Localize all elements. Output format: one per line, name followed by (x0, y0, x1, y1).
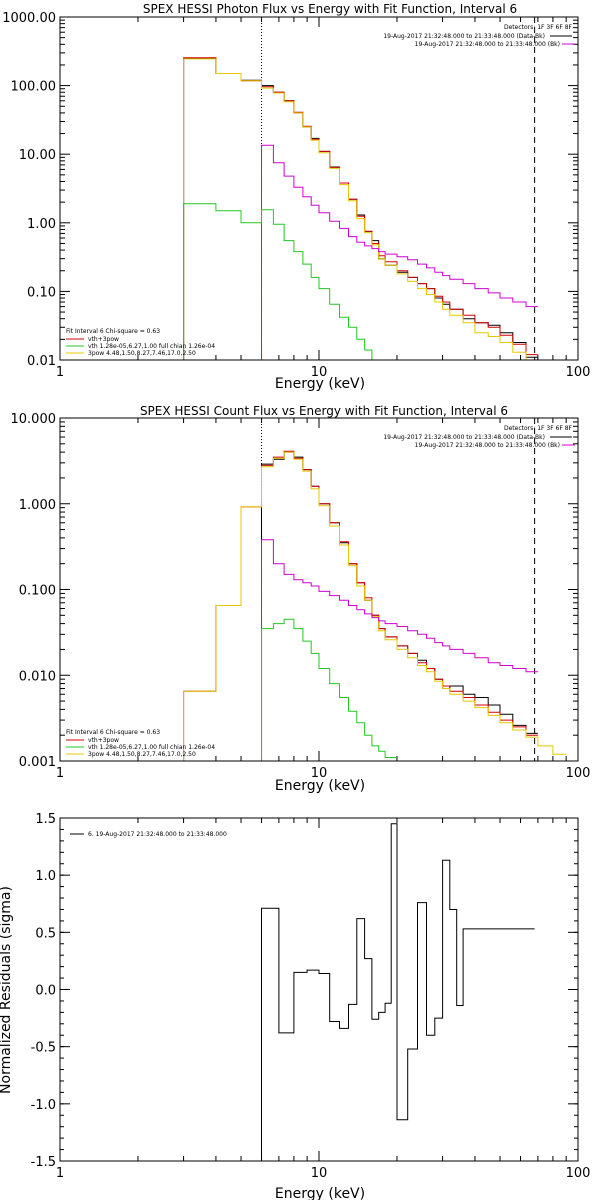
photon-flux-detectors-text: Detectors: 1F 3F 6F 8F (504, 24, 573, 31)
photon-flux-plot-frame (59, 16, 579, 361)
count-flux-legend-vth: vth 1.28e-05,6.27,1.00 full chian 1.26e-… (88, 744, 215, 751)
count-flux-detectors-text: Detectors: 1F 3F 6F 8F (504, 425, 573, 432)
y-tick-label: 10.00 (19, 148, 56, 163)
series-bk (261, 144, 538, 360)
y-tick-label: 1000.00 (2, 11, 56, 26)
y-tick-label: 1.0 (35, 869, 56, 884)
count-flux-legend-title: Fit Interval 6 Chi-square = 0.63 (66, 729, 160, 736)
y-tick-label: 0.10 (27, 285, 56, 300)
count-flux-panel: SPEX HESSI Count Flux vs Energy with Fit… (11, 404, 591, 794)
count-flux-legend-3pow: 3pow 4.48,1.50,8.27,7.46,17.0,2.50 (88, 751, 196, 758)
count-flux-data-bk-text: 19-Aug-2017 21:32:48.000 to 21:33:48.000… (383, 434, 545, 441)
y-tick-label: 0.01 (27, 354, 56, 369)
series-vth (261, 618, 397, 761)
residuals-ylabel: Normalized Residuals (sigma) (0, 886, 14, 1094)
series-residuals (261, 823, 535, 1161)
photon-flux-legend-3pow: 3pow 4.48,1.50,8.27,7.46,17.0,2.50 (88, 350, 196, 357)
x-tick-label: 10 (311, 1166, 328, 1181)
y-tick-label: 10.000 (11, 412, 57, 427)
y-tick-label: 1.00 (27, 217, 56, 232)
x-tick-label: 100 (566, 1166, 591, 1181)
x-tick-label: 10 (311, 766, 328, 781)
series-vth+3pow (183, 450, 538, 761)
x-tick-label: 10 (311, 365, 328, 380)
y-tick-label: 0.100 (19, 584, 56, 599)
y-tick-label: 0.5 (35, 926, 56, 941)
y-tick-label: 1.000 (19, 498, 56, 513)
count-flux-legend-vth3pow: vth+3pow (88, 737, 119, 744)
series-data (183, 57, 538, 360)
y-tick-label: 100.00 (11, 80, 57, 95)
series-bk (261, 539, 538, 761)
count-flux-xlabel: Energy (keV) (275, 778, 365, 794)
count-flux-bk-text: 19-Aug-2017 21:32:48.000 to 21:33:48.000… (415, 442, 560, 449)
y-tick-label: -0.5 (31, 1041, 56, 1056)
series-3pow (183, 58, 538, 361)
y-tick-label: -1.0 (31, 1098, 56, 1113)
photon-flux-xlabel: Energy (keV) (275, 376, 365, 392)
residuals-legend-label: 6. 19-Aug-2017 21:32:48.000 to 21:33:48.… (88, 831, 227, 838)
series-vth (183, 203, 408, 361)
residuals-xlabel: Energy (keV) (275, 1186, 365, 1200)
photon-flux-legend-vth: vth 1.28e-05,6.27,1.00 full chian 1.26e-… (88, 343, 215, 350)
y-tick-label: 1.5 (35, 812, 56, 827)
series-vth+3pow (183, 57, 538, 360)
x-tick-label: 1 (56, 1166, 64, 1181)
y-tick-label: 0.0 (35, 984, 56, 999)
y-tick-label: 0.010 (19, 669, 56, 684)
x-tick-label: 1 (56, 766, 64, 781)
residuals-panel: 1 10 100 -1.5 -1.0 -0.5 0.0 0.5 1.0 1.5 6. 19-Aug… (0, 812, 590, 1200)
photon-flux-bk-text: 19-Aug-2017 21:32:48.000 to 21:33:48.000… (415, 41, 560, 48)
x-tick-label: 1 (56, 365, 64, 380)
y-tick-label: -1.5 (31, 1155, 56, 1170)
count-flux-plot-frame (59, 417, 579, 762)
x-tick-label: 100 (566, 766, 591, 781)
series-data (261, 451, 538, 761)
residuals-plot-frame (59, 817, 579, 1162)
y-tick-label: 0.001 (19, 755, 56, 770)
photon-flux-data-bk-text: 19-Aug-2017 21:32:48.000 to 21:33:48.000… (383, 33, 545, 40)
count-flux-title: SPEX HESSI Count Flux vs Energy with Fit… (140, 404, 508, 418)
photon-flux-title: SPEX HESSI Photon Flux vs Energy with Fi… (143, 2, 517, 16)
series-3pow (183, 451, 567, 761)
photon-flux-legend-title: Fit Interval 6 Chi-square = 0.63 (66, 328, 160, 335)
photon-flux-panel: SPEX HESSI Photon Flux vs Energy with Fi… (2, 2, 590, 392)
x-tick-label: 100 (566, 365, 591, 380)
photon-flux-legend-vth3pow: vth+3pow (88, 336, 119, 343)
